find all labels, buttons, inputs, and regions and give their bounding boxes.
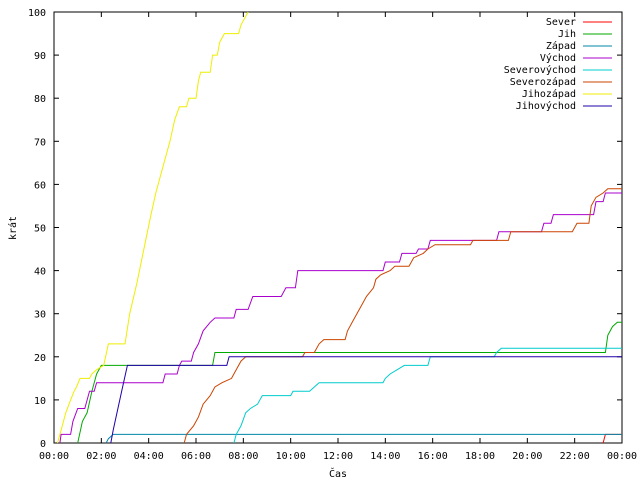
legend-label: Východ <box>540 52 576 64</box>
y-axis: 0 10 20 30 40 50 60 70 80 90 100 <box>28 8 622 450</box>
x-tick-label: 22:00 <box>560 451 590 462</box>
x-axis-label: Čas <box>329 467 347 480</box>
legend-label: Jihovýchod <box>516 100 576 112</box>
series-line-jihovýchod <box>110 356 622 444</box>
y-tick-label: 0 <box>40 439 46 450</box>
y-tick-label: 20 <box>34 353 46 364</box>
x-tick-label: 20:00 <box>512 451 542 462</box>
x-tick-label: 04:00 <box>134 451 164 462</box>
series-line-severozápad <box>183 188 622 444</box>
x-axis: 00:00 02:00 04:00 06:00 08:00 10:00 12:00 14:00… <box>39 12 637 462</box>
y-tick-label: 50 <box>34 224 46 235</box>
y-tick-label: 90 <box>34 51 46 62</box>
series-line-východ <box>59 192 622 444</box>
x-tick-label: 14:00 <box>370 451 400 462</box>
legend-label: Jih <box>558 29 576 40</box>
x-tick-label: 00:00 <box>39 451 69 462</box>
legend-label: Jihozápad <box>522 88 576 100</box>
y-axis-label: krát <box>7 216 19 240</box>
y-tick-label: 30 <box>34 310 46 321</box>
legend-label: Severozápad <box>510 76 576 88</box>
y-tick-label: 70 <box>34 137 46 148</box>
x-tick-label: 06:00 <box>181 451 211 462</box>
y-tick-label: 10 <box>34 396 46 407</box>
series-line-severovýchod <box>233 347 622 444</box>
x-tick-label: 16:00 <box>418 451 448 462</box>
series-lines <box>57 11 622 444</box>
series-line-sever <box>602 433 622 444</box>
y-tick-label: 40 <box>34 267 46 278</box>
series-line-západ <box>105 433 622 444</box>
y-tick-label: 60 <box>34 180 46 191</box>
x-tick-label: 00:00 <box>607 451 637 462</box>
x-tick-label: 18:00 <box>465 451 495 462</box>
legend-label: Sever <box>546 17 576 28</box>
x-tick-label: 10:00 <box>276 451 306 462</box>
x-tick-label: 12:00 <box>323 451 353 462</box>
y-tick-label: 80 <box>34 94 46 105</box>
legend-label: Severovýchod <box>504 64 576 76</box>
legend: SeverJihZápadVýchodSeverovýchodSeverozáp… <box>504 17 612 112</box>
legend-label: Západ <box>546 40 576 52</box>
x-tick-label: 02:00 <box>86 451 116 462</box>
y-tick-label: 100 <box>28 8 46 19</box>
series-line-jihozápad <box>57 11 249 444</box>
x-tick-label: 08:00 <box>228 451 258 462</box>
